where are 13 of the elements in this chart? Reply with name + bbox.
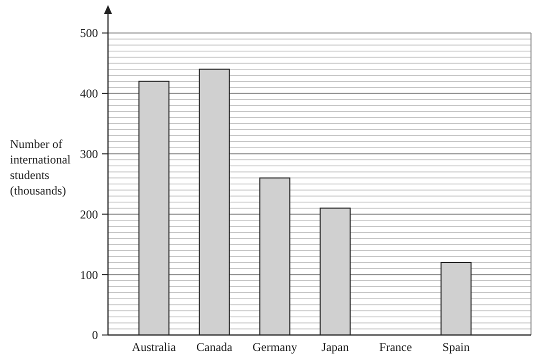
y-axis-title: Number of international students (thousands) [10,137,72,198]
x-tick-label: Australia [132,340,177,354]
y-tick-label: 0 [92,328,98,342]
y-tick-label: 400 [80,86,98,101]
x-tick-label: Japan [322,340,349,354]
y-tick-label: 500 [80,26,98,40]
y-tick-label: 100 [80,268,98,282]
x-tick-label: Spain [442,340,470,354]
x-tick-label: Germany [252,340,298,354]
x-tick-label: Canada [196,340,234,354]
x-tick-label: France [379,340,412,354]
y-tick-label: 200 [80,207,98,222]
y-tick-label: 300 [80,147,98,161]
